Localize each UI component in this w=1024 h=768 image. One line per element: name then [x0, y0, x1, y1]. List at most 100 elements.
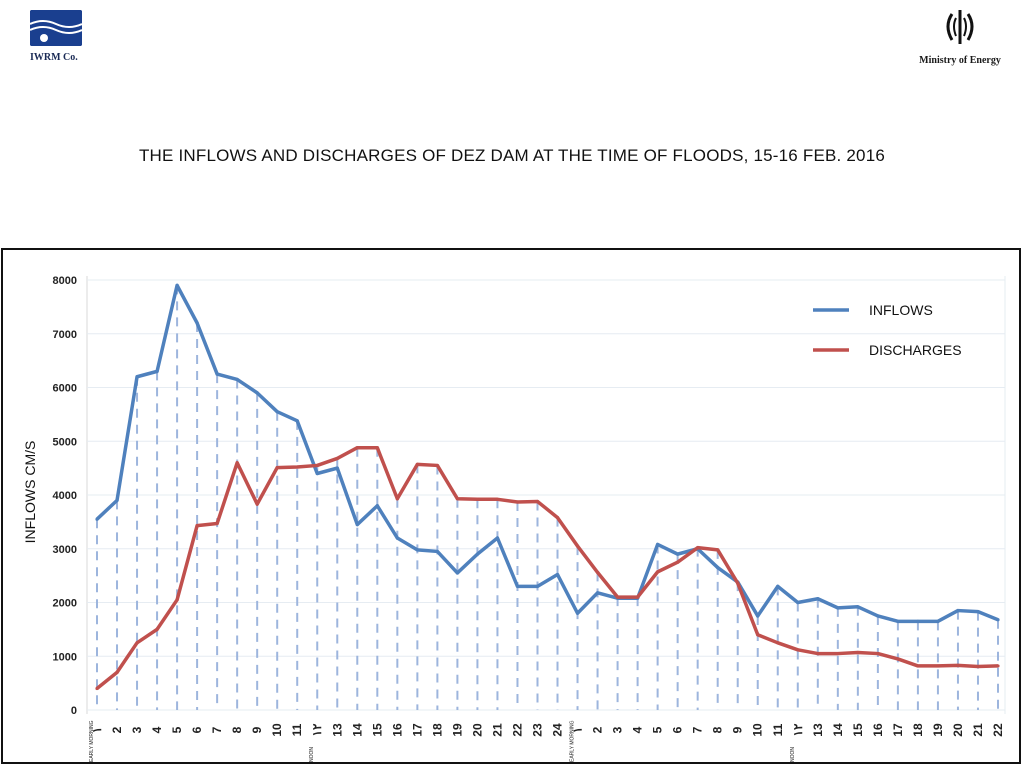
x-annotation: EARLY MORNING	[570, 720, 576, 762]
legend-label: INFLOWS	[869, 302, 933, 318]
data-point	[395, 536, 399, 540]
series-line-inflows	[95, 283, 999, 624]
data-point	[375, 504, 379, 508]
left-logo-caption: IWRM Co.	[30, 52, 78, 63]
data-point	[615, 595, 620, 599]
y-tick-label: 1000	[53, 651, 77, 663]
data-point	[575, 611, 580, 615]
x-axis-ticks: ١ 2 3 4 5 6 7 8 9 10 11 ١٢ 13 14 15 16 17 18 19 20 21 22 23 24 ١…	[90, 723, 1005, 737]
data-point	[936, 619, 940, 623]
x-tick-label: 7	[691, 726, 705, 733]
data-point	[415, 548, 419, 552]
x-tick-label: 5	[170, 726, 184, 733]
data-point	[996, 664, 1000, 668]
data-point	[656, 570, 660, 574]
data-point	[255, 502, 259, 506]
x-tick-label: 2	[591, 726, 605, 733]
data-point	[976, 610, 980, 614]
x-tick-label: 3	[130, 726, 144, 733]
x-tick-label: 14	[350, 723, 364, 737]
x-tick-label: 7	[210, 726, 224, 733]
data-point	[95, 686, 99, 691]
x-tick-label: ١	[571, 727, 585, 733]
y-tick-label: 7000	[53, 329, 77, 341]
data-point	[555, 572, 560, 577]
data-point	[155, 627, 159, 631]
x-tick-label: 11	[771, 723, 785, 736]
data-point	[355, 446, 359, 450]
data-point	[435, 463, 439, 468]
data-point	[636, 595, 640, 599]
data-point	[235, 377, 239, 382]
data-point	[195, 321, 199, 325]
x-tick-label: 9	[250, 726, 264, 733]
data-point	[896, 619, 900, 623]
x-tick-label: 10	[751, 723, 765, 737]
data-point	[756, 633, 760, 637]
data-point	[856, 605, 860, 609]
x-tick-label: 13	[811, 723, 825, 737]
line-chart: 0 1000 2000 3000 4000 5000 6000 7000 8000 INFLOW…	[22, 275, 1006, 762]
chart-frame: 0 1000 2000 3000 4000 5000 6000 7000 8000 INFLOW…	[1, 248, 1021, 764]
x-tick-label: 21	[490, 723, 504, 737]
x-tick-label: 19	[931, 723, 945, 737]
data-point	[776, 584, 780, 588]
data-point	[315, 463, 319, 468]
data-point	[876, 614, 880, 618]
data-point	[796, 648, 800, 652]
x-tick-label: 24	[551, 723, 565, 737]
chart-droplines	[96, 285, 999, 710]
data-point	[515, 500, 520, 504]
data-point	[656, 542, 660, 547]
y-axis-ticks: 0 1000 2000 3000 4000 5000 6000 7000 8000	[53, 275, 77, 717]
data-point	[395, 497, 399, 501]
x-tick-label: 16	[390, 723, 404, 737]
data-point	[175, 283, 179, 287]
x-tick-label: 8	[230, 726, 244, 733]
page-title: THE INFLOWS AND DISCHARGES OF DEZ DAM AT…	[138, 146, 886, 165]
data-point	[956, 608, 960, 613]
x-axis-annotations: EARLY MORNING NOON EARLY MORNING NOON	[89, 720, 796, 762]
data-point	[115, 498, 119, 502]
x-tick-label: 20	[951, 723, 965, 737]
data-point	[255, 391, 259, 395]
data-point	[235, 461, 239, 465]
x-tick-label: 17	[891, 723, 905, 737]
data-point	[415, 462, 419, 466]
data-point	[215, 372, 219, 376]
data-point	[575, 544, 580, 548]
x-tick-label: 10	[270, 723, 284, 737]
y-axis-label: INFLOWS CM/S	[22, 441, 38, 544]
x-tick-label: 5	[651, 726, 665, 733]
data-point	[315, 471, 319, 476]
data-point	[435, 549, 439, 554]
y-tick-label: 3000	[53, 544, 77, 556]
data-point	[135, 641, 139, 645]
ministry-logo: Ministry of Energy	[910, 8, 1010, 66]
x-tick-label: 13	[330, 723, 344, 737]
data-point	[455, 571, 459, 575]
data-point	[676, 560, 680, 564]
x-tick-label: 22	[510, 723, 524, 737]
x-tick-label: 9	[731, 726, 745, 733]
x-tick-label: 4	[631, 726, 645, 733]
data-point	[896, 657, 900, 661]
data-point	[95, 517, 99, 521]
data-point	[295, 465, 299, 469]
data-point	[295, 419, 299, 423]
data-point	[475, 552, 480, 556]
data-point	[696, 546, 700, 550]
x-tick-label: 4	[150, 726, 164, 733]
data-point	[595, 591, 600, 595]
data-point	[676, 552, 680, 556]
x-tick-label: 21	[971, 723, 985, 737]
data-point	[215, 521, 219, 526]
series-line-discharges	[95, 445, 999, 690]
data-point	[836, 606, 840, 610]
data-point	[175, 598, 179, 602]
x-tick-label: ١	[90, 727, 104, 733]
x-tick-label: 2	[110, 726, 124, 733]
data-point	[796, 600, 800, 605]
data-point	[115, 670, 119, 674]
right-logo-caption: Ministry of Energy	[919, 55, 1001, 66]
